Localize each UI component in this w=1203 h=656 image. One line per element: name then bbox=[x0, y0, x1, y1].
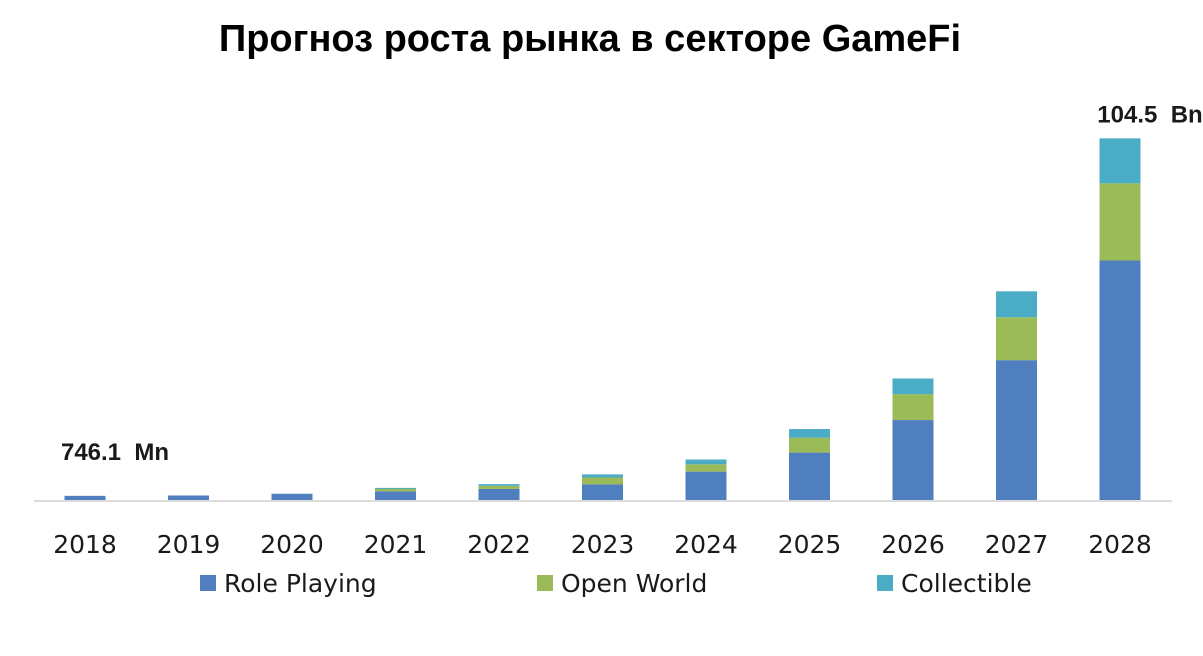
bar-2026-role-playing bbox=[892, 420, 934, 500]
x-tick-label-2026: 2026 bbox=[881, 530, 945, 559]
bar-2022-collectible bbox=[478, 484, 520, 486]
chart-title: Прогноз роста рынка в секторе GameFi bbox=[218, 18, 962, 60]
bar-2028-open-world bbox=[1099, 183, 1141, 261]
x-tick-label-2027: 2027 bbox=[985, 530, 1049, 559]
bar-2024-collectible bbox=[685, 459, 727, 465]
legend-swatch-role-playing bbox=[200, 575, 216, 591]
x-tick-label-2020: 2020 bbox=[260, 530, 324, 559]
legend-label-collectible: Collectible bbox=[901, 568, 1032, 598]
bar-2024-open-world bbox=[685, 464, 727, 472]
bar-2027-open-world bbox=[996, 317, 1037, 361]
bar-2018-role-playing bbox=[64, 495, 106, 500]
bar-2023-role-playing bbox=[582, 484, 623, 500]
stacked-bar-chart: 2018 2019 2020 2021 2022 2023 2024 2025 2026 2027… bbox=[34, 101, 1203, 559]
legend-swatch-collectible bbox=[877, 575, 893, 591]
bar-2023-open-world bbox=[582, 477, 623, 485]
bar-2025-collectible bbox=[789, 429, 830, 438]
annotation-2018: 746.1 Mn bbox=[61, 439, 169, 466]
x-tick-label-2023: 2023 bbox=[571, 530, 635, 559]
bar-2027-collectible bbox=[996, 291, 1037, 318]
bar-2025-open-world bbox=[789, 437, 830, 453]
bar-2025-role-playing bbox=[789, 452, 830, 500]
bar-layer bbox=[64, 138, 1141, 500]
bar-2024-role-playing bbox=[685, 471, 727, 500]
x-tick-labels: 2018 2019 2020 2021 2022 2023 2024 2025 2026 2027… bbox=[53, 530, 1152, 559]
legend-item-role-playing: Role Playing bbox=[200, 566, 377, 600]
x-tick-label-2021: 2021 bbox=[364, 530, 428, 559]
legend-label-open-world: Open World bbox=[561, 568, 708, 598]
bar-2026-open-world bbox=[892, 394, 934, 421]
x-tick-label-2019: 2019 bbox=[157, 530, 221, 559]
bar-2021-open-world bbox=[375, 488, 416, 492]
bar-2023-collectible bbox=[582, 474, 623, 478]
x-tick-label-2024: 2024 bbox=[674, 530, 738, 559]
legend-swatch-open-world bbox=[537, 575, 553, 591]
bar-2021-role-playing bbox=[375, 491, 416, 500]
bar-2028-collectible bbox=[1099, 138, 1141, 184]
bar-2028-role-playing bbox=[1099, 260, 1141, 500]
legend-item-open-world: Open World bbox=[537, 566, 707, 600]
bar-2022-role-playing bbox=[478, 488, 520, 500]
legend-item-collectible: Collectible bbox=[877, 566, 1032, 600]
annotation-2028: 104.5 Bn bbox=[1097, 101, 1202, 128]
bar-2027-role-playing bbox=[996, 360, 1037, 500]
bar-2026-collectible bbox=[892, 378, 934, 395]
bar-2020-role-playing bbox=[271, 493, 313, 500]
x-tick-label-2022: 2022 bbox=[467, 530, 531, 559]
legend-label-role-playing: Role Playing bbox=[224, 568, 377, 598]
legend: Role Playing Open World Collectible bbox=[0, 566, 1203, 600]
x-tick-label-2028: 2028 bbox=[1088, 530, 1152, 559]
x-tick-label-2025: 2025 bbox=[778, 530, 842, 559]
bar-2022-open-world bbox=[478, 485, 520, 489]
data-annotations: 746.1 Mn 104.5 Bn bbox=[61, 101, 1203, 466]
x-tick-label-2018: 2018 bbox=[53, 530, 117, 559]
bar-2019-role-playing bbox=[168, 495, 209, 500]
bar-2021-collectible bbox=[375, 487, 416, 489]
